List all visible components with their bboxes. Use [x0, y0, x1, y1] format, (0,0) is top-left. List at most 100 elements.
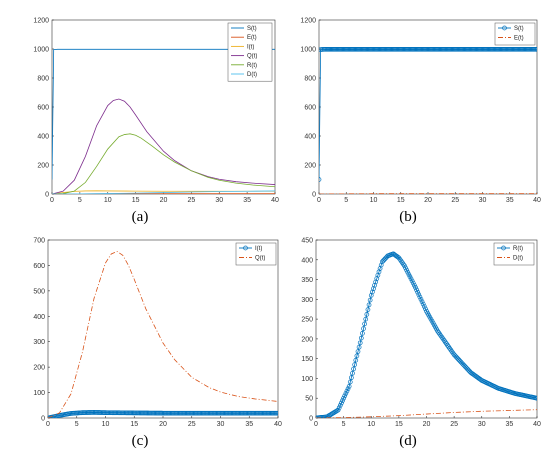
y-tick-label: 800	[37, 76, 49, 83]
y-tick-label: 700	[33, 238, 45, 245]
legend-box	[493, 242, 535, 266]
series-marker-R(t)	[411, 282, 417, 288]
x-tick-label: 15	[132, 197, 140, 204]
panel-caption: (d)	[399, 433, 417, 449]
x-tick-label: 20	[160, 197, 168, 204]
series-marker-R(t)	[342, 393, 348, 399]
series-line-Q(t)	[52, 98, 275, 194]
legend-entry: D(t)	[247, 72, 257, 78]
y-tick-label: 800	[304, 76, 316, 83]
x-tick-label: 20	[424, 197, 432, 204]
plot-frame	[47, 239, 279, 419]
y-tick-label: 1000	[33, 47, 49, 54]
series-marker-R(t)	[405, 269, 411, 275]
y-tick-label: 350	[301, 277, 313, 284]
legend-entry: S(t)	[514, 26, 524, 32]
legend: S(t) E(t)	[494, 22, 536, 46]
series-marker-R(t)	[350, 370, 355, 376]
series-marker-R(t)	[403, 265, 408, 271]
chart-panel-1: 0 5 10 15 20 25 30 35 40020040060080010001200S(t…	[300, 18, 541, 226]
legend-entry: R(t)	[513, 246, 523, 252]
series-marker-R(t)	[409, 278, 415, 284]
series-marker-R(t)	[415, 289, 421, 295]
series-marker-R(t)	[343, 391, 349, 396]
x-tick-label: 15	[397, 197, 405, 204]
y-tick-label: 100	[33, 390, 45, 397]
series-marker-R(t)	[404, 267, 409, 273]
panel-caption: (b)	[399, 209, 417, 225]
x-tick-label: 5	[344, 197, 348, 204]
y-tick-label: 1000	[300, 47, 316, 54]
y-tick-label: 100	[301, 376, 313, 383]
x-tick-label: 40	[271, 197, 279, 204]
legend-entry: Q(t)	[255, 256, 265, 262]
series-marker-R(t)	[355, 349, 361, 354]
y-tick-label: 1200	[300, 18, 316, 25]
panel-caption: (a)	[132, 209, 149, 225]
series-marker-R(t)	[367, 297, 373, 303]
series-marker-R(t)	[362, 321, 367, 327]
series-marker-I(t)	[275, 410, 278, 416]
series-marker-R(t)	[334, 408, 340, 414]
series-marker-R(t)	[534, 395, 537, 401]
series-marker-R(t)	[335, 407, 341, 413]
x-tick-label: 30	[215, 197, 223, 204]
series-marker-R(t)	[354, 353, 360, 359]
x-tick-label: 20	[159, 421, 167, 428]
x-tick-label: 0	[314, 421, 318, 428]
x-tick-label: 40	[274, 421, 282, 428]
x-tick-label: 10	[367, 421, 375, 428]
plot-area	[52, 48, 275, 194]
plot-frame	[318, 19, 538, 195]
legend-entry: E(t)	[247, 35, 257, 41]
x-tick-label: 10	[104, 197, 112, 204]
series-marker-R(t)	[365, 307, 371, 312]
chart-panel-3: 0 5 10 15 20 25 30 35 40050100150200250300350400…	[301, 238, 541, 450]
series-marker-R(t)	[423, 306, 428, 312]
legend-entry: Q(t)	[247, 54, 257, 60]
series-marker-R(t)	[414, 287, 419, 293]
x-tick-label: 25	[187, 197, 195, 204]
x-tick-label: 0	[317, 197, 321, 204]
series-marker-R(t)	[352, 362, 358, 367]
series-marker-R(t)	[340, 398, 345, 403]
series-marker-R(t)	[349, 375, 354, 381]
x-tick-label: 25	[450, 421, 458, 428]
series-marker-R(t)	[364, 312, 370, 317]
series-line-D(t)	[52, 190, 275, 194]
chart-panel-2: 0 5 10 15 20 25 30 35 400100200300400500600700I(…	[33, 238, 282, 450]
series-marker-R(t)	[337, 402, 343, 408]
series-marker-R(t)	[356, 344, 362, 350]
series-marker-R(t)	[363, 316, 369, 322]
series-marker-R(t)	[351, 366, 356, 372]
plot-area	[316, 251, 537, 418]
y-tick-label: 50	[305, 396, 313, 403]
series-marker-R(t)	[402, 263, 407, 269]
y-tick-label: 0	[312, 192, 316, 199]
legend: S(t) E(t) I(t) Q(t) R(t) D(t)	[227, 22, 273, 82]
x-tick-label: 0	[50, 197, 54, 204]
legend-entry: S(t)	[247, 26, 257, 32]
x-tick-label: 35	[506, 197, 514, 204]
y-tick-label: 0	[41, 416, 45, 423]
y-tick-label: 400	[301, 257, 313, 264]
legend-entry: R(t)	[247, 63, 257, 69]
series-marker-R(t)	[339, 400, 344, 406]
x-tick-label: 25	[188, 421, 196, 428]
x-tick-label: 35	[243, 197, 251, 204]
x-tick-label: 35	[505, 421, 513, 428]
x-tick-label: 15	[130, 421, 138, 428]
x-tick-label: 5	[75, 421, 79, 428]
legend-entry: I(t)	[247, 44, 254, 50]
series-marker-R(t)	[361, 326, 366, 331]
x-tick-label: 15	[395, 421, 403, 428]
series-marker-R(t)	[418, 296, 424, 302]
legend-entry: I(t)	[255, 246, 262, 252]
series-marker-R(t)	[360, 331, 365, 336]
series-marker-S(t)	[319, 177, 322, 182]
y-tick-label: 500	[33, 288, 45, 295]
x-tick-label: 10	[370, 197, 378, 204]
x-tick-label: 10	[102, 421, 110, 428]
legend-box	[235, 242, 277, 266]
